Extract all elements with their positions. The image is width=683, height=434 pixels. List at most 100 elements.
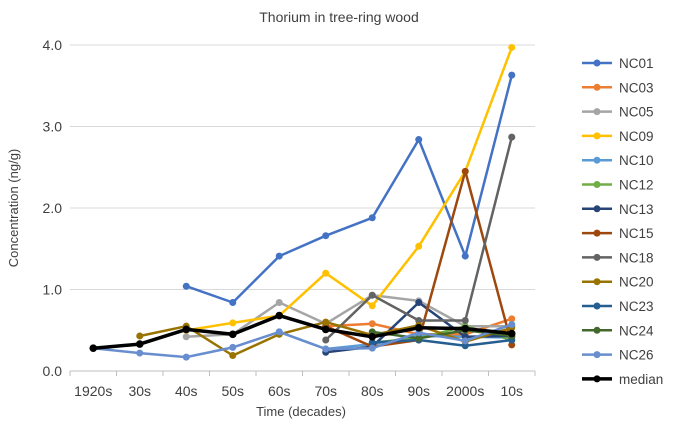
legend-item-nc10: NC10 bbox=[582, 153, 654, 168]
data-point bbox=[461, 316, 469, 324]
legend-label: NC20 bbox=[619, 275, 654, 290]
data-point bbox=[461, 342, 469, 350]
legend-item-nc18: NC18 bbox=[582, 250, 654, 265]
data-point bbox=[322, 318, 330, 326]
data-point bbox=[322, 336, 330, 344]
legend-label: NC01 bbox=[619, 56, 654, 71]
x-tick-label: 10s bbox=[500, 383, 523, 399]
legend-swatch-marker bbox=[593, 302, 601, 310]
data-point bbox=[461, 337, 469, 345]
legend: NC01 NC03 NC05 NC09 NC10 NC12 NC13 NC15 NC18 NC20… bbox=[582, 56, 663, 387]
axes: 0.0 1.0 2.0 3.0 4.0 1920s 30s 40s 50s 60s 70s 80s 90… bbox=[43, 37, 536, 399]
legend-swatch-marker bbox=[593, 108, 601, 116]
legend-label: NC18 bbox=[619, 250, 654, 265]
legend-item-nc05: NC05 bbox=[582, 105, 654, 120]
data-point bbox=[182, 325, 191, 334]
legend-item-nc03: NC03 bbox=[582, 80, 654, 95]
x-tick-label: 2000s bbox=[446, 383, 484, 399]
data-point bbox=[508, 71, 516, 79]
legend-swatch-marker bbox=[593, 156, 601, 164]
legend-swatch-marker bbox=[593, 132, 601, 140]
x-tick-label: 90s bbox=[407, 383, 430, 399]
legend-label: NC12 bbox=[619, 178, 654, 193]
legend-swatch-marker bbox=[593, 351, 601, 359]
legend-swatch-marker bbox=[593, 253, 601, 261]
data-point bbox=[415, 136, 423, 144]
data-point bbox=[368, 338, 376, 346]
data-point bbox=[368, 302, 376, 310]
data-point bbox=[229, 319, 237, 327]
chart-title: Thorium in tree-ring wood bbox=[259, 9, 419, 25]
data-point bbox=[414, 324, 423, 332]
data-point bbox=[135, 340, 144, 348]
data-point bbox=[507, 329, 516, 338]
legend-label: NC26 bbox=[619, 348, 654, 363]
legend-item-nc01: NC01 bbox=[582, 56, 654, 71]
legend-label: NC05 bbox=[619, 105, 654, 120]
legend-item-nc20: NC20 bbox=[582, 275, 654, 290]
x-tick-label: 30s bbox=[128, 383, 151, 399]
legend-swatch-marker bbox=[593, 59, 601, 67]
data-point bbox=[182, 282, 190, 290]
legend-item-nc09: NC09 bbox=[582, 129, 654, 144]
data-point bbox=[508, 315, 516, 323]
data-point bbox=[508, 341, 516, 349]
y-tick-label: 3.0 bbox=[43, 119, 63, 135]
series-line bbox=[185, 293, 514, 339]
data-point bbox=[275, 328, 283, 336]
data-point bbox=[275, 311, 284, 320]
grid-lines bbox=[70, 44, 535, 290]
y-axis-title: Concentration (ng/g) bbox=[6, 149, 21, 268]
legend-item-nc13: NC13 bbox=[582, 202, 654, 217]
legend-label: NC13 bbox=[619, 202, 654, 217]
data-point bbox=[368, 320, 376, 328]
legend-label: NC03 bbox=[619, 80, 654, 95]
y-tick-label: 2.0 bbox=[43, 200, 63, 216]
series-line bbox=[91, 313, 514, 350]
data-point bbox=[368, 332, 377, 341]
legend-label: median bbox=[619, 372, 663, 387]
data-point bbox=[89, 344, 98, 352]
data-point bbox=[321, 325, 330, 334]
x-tick-label: 70s bbox=[314, 383, 337, 399]
data-point bbox=[508, 133, 516, 141]
data-point bbox=[461, 167, 469, 175]
legend-swatch-marker bbox=[593, 205, 601, 213]
x-tick-label: 1920s bbox=[74, 383, 112, 399]
data-point bbox=[368, 214, 376, 222]
data-point bbox=[275, 299, 283, 307]
legend-label: NC24 bbox=[619, 323, 654, 338]
y-tick-label: 0.0 bbox=[43, 363, 63, 379]
y-tick-label: 4.0 bbox=[43, 37, 63, 53]
data-point bbox=[182, 333, 190, 341]
data-point bbox=[415, 334, 423, 342]
series-nc01 bbox=[182, 71, 516, 307]
y-tick-label: 1.0 bbox=[43, 282, 63, 298]
data-point bbox=[368, 291, 376, 299]
data-point bbox=[229, 352, 237, 360]
data-point bbox=[322, 345, 330, 353]
series-nc18 bbox=[322, 133, 516, 344]
data-point bbox=[229, 343, 237, 351]
legend-label: NC15 bbox=[619, 226, 654, 241]
data-point bbox=[322, 269, 330, 277]
x-axis-title: Time (decades) bbox=[256, 404, 346, 419]
data-point bbox=[415, 299, 423, 307]
series-lines bbox=[89, 43, 516, 361]
series-line bbox=[185, 73, 514, 304]
data-point bbox=[368, 344, 376, 352]
data-point bbox=[322, 232, 330, 240]
series-median bbox=[89, 311, 516, 352]
data-point bbox=[508, 43, 516, 51]
legend-label: NC09 bbox=[619, 129, 654, 144]
data-point bbox=[136, 349, 144, 357]
legend-swatch-marker bbox=[593, 181, 601, 188]
x-tick-label: 80s bbox=[361, 383, 384, 399]
data-point bbox=[228, 330, 237, 339]
legend-swatch-marker bbox=[593, 229, 601, 237]
data-point bbox=[182, 353, 190, 361]
x-tick-label: 60s bbox=[268, 383, 291, 399]
data-point bbox=[415, 316, 423, 324]
